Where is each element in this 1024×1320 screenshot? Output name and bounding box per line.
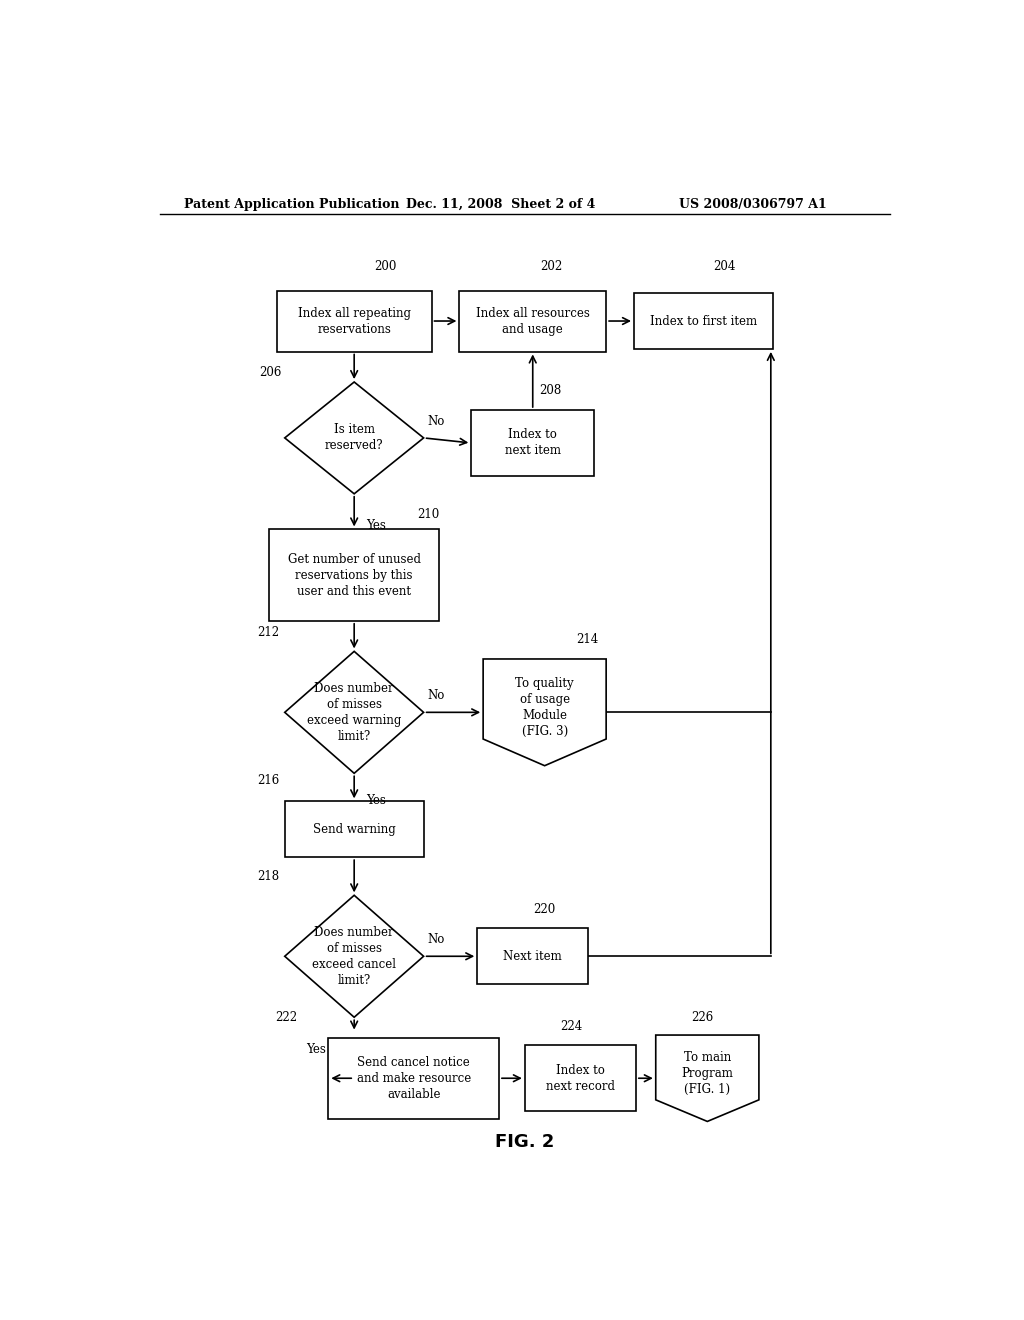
Text: 222: 222 <box>274 1011 297 1024</box>
Text: 224: 224 <box>560 1019 583 1032</box>
Text: Index to
next record: Index to next record <box>546 1064 614 1093</box>
FancyBboxPatch shape <box>460 290 606 351</box>
Text: To main
Program
(FIG. 1): To main Program (FIG. 1) <box>681 1052 733 1097</box>
Polygon shape <box>483 659 606 766</box>
Text: Does number
of misses
exceed warning
limit?: Does number of misses exceed warning lim… <box>307 682 401 743</box>
Text: Yes: Yes <box>367 519 386 532</box>
Text: 212: 212 <box>257 626 280 639</box>
Text: No: No <box>428 689 445 702</box>
FancyBboxPatch shape <box>634 293 773 348</box>
Text: Does number
of misses
exceed cancel
limit?: Does number of misses exceed cancel limi… <box>312 925 396 987</box>
Text: 214: 214 <box>577 634 599 647</box>
Text: No: No <box>428 414 445 428</box>
FancyBboxPatch shape <box>477 928 588 985</box>
Text: 204: 204 <box>714 260 736 273</box>
Text: Patent Application Publication: Patent Application Publication <box>183 198 399 211</box>
Text: Is item
reserved?: Is item reserved? <box>325 424 384 453</box>
Polygon shape <box>285 651 424 774</box>
Text: Index all resources
and usage: Index all resources and usage <box>476 306 590 335</box>
Text: Index to
next item: Index to next item <box>505 429 561 458</box>
Text: 216: 216 <box>257 774 280 787</box>
Polygon shape <box>285 895 424 1018</box>
Text: 200: 200 <box>374 260 396 273</box>
Text: 210: 210 <box>418 508 440 521</box>
Polygon shape <box>655 1035 759 1122</box>
FancyBboxPatch shape <box>471 411 594 477</box>
FancyBboxPatch shape <box>269 529 439 620</box>
Text: 226: 226 <box>691 1011 714 1024</box>
Text: FIG. 2: FIG. 2 <box>496 1134 554 1151</box>
Text: 206: 206 <box>259 366 282 379</box>
Text: 202: 202 <box>541 260 563 273</box>
Text: 208: 208 <box>539 384 561 397</box>
Text: To quality
of usage
Module
(FIG. 3): To quality of usage Module (FIG. 3) <box>515 677 574 738</box>
Text: Index all repeating
reservations: Index all repeating reservations <box>298 306 411 335</box>
Text: Dec. 11, 2008  Sheet 2 of 4: Dec. 11, 2008 Sheet 2 of 4 <box>407 198 596 211</box>
Text: Next item: Next item <box>504 950 562 962</box>
Text: US 2008/0306797 A1: US 2008/0306797 A1 <box>679 198 826 211</box>
FancyBboxPatch shape <box>276 290 431 351</box>
Text: Index to first item: Index to first item <box>650 314 757 327</box>
FancyBboxPatch shape <box>329 1038 499 1119</box>
Text: Send cancel notice
and make resource
available: Send cancel notice and make resource ava… <box>356 1056 471 1101</box>
Text: Get number of unused
reservations by this
user and this event: Get number of unused reservations by thi… <box>288 553 421 598</box>
Text: No: No <box>428 933 445 946</box>
Polygon shape <box>285 381 424 494</box>
Text: Send warning: Send warning <box>312 822 395 836</box>
FancyBboxPatch shape <box>524 1045 636 1111</box>
Text: 220: 220 <box>532 903 555 916</box>
Text: Yes: Yes <box>306 1043 327 1056</box>
FancyBboxPatch shape <box>285 801 424 857</box>
Text: 218: 218 <box>257 870 280 883</box>
Text: Yes: Yes <box>367 793 386 807</box>
